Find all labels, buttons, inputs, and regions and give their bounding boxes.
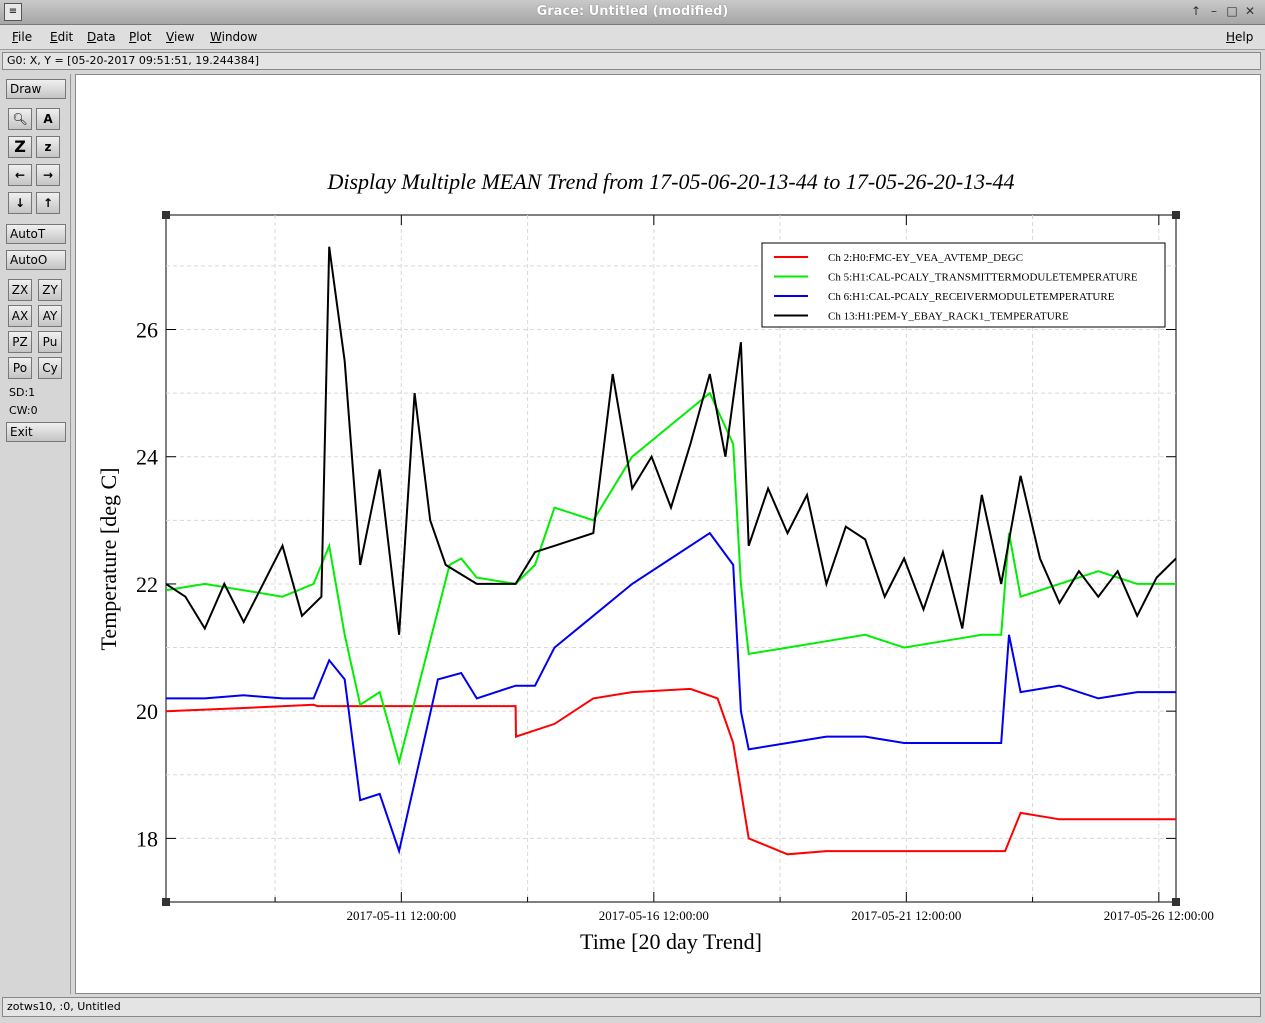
x-tick-label: 2017-05-16 12:00:00 xyxy=(599,908,709,923)
zoom-icon: 🔍︎ xyxy=(12,112,28,126)
down-arrow-icon: ↓ xyxy=(14,196,26,210)
zoom-out-icon: z xyxy=(44,140,52,154)
x-tick-label: 2017-05-21 12:00:00 xyxy=(851,908,961,923)
menu-plot[interactable]: Plot xyxy=(129,30,152,44)
zoom-out-button[interactable]: z xyxy=(36,136,60,158)
scroll-up-button[interactable]: ↑ xyxy=(36,192,60,214)
y-tick-label: 24 xyxy=(136,445,158,470)
y-tick-label: 18 xyxy=(136,826,158,851)
menubar: File Edit Data Plot View Window Help xyxy=(0,25,1265,50)
legend-label: Ch 6:H1:CAL-PCALY_RECEIVERMODULETEMPERAT… xyxy=(828,291,1115,303)
corner-handle xyxy=(1172,211,1180,219)
x-tick-label: 2017-05-11 12:00:00 xyxy=(347,908,457,923)
up-arrow-icon: ↑ xyxy=(42,196,54,210)
series-line-1 xyxy=(166,687,1176,856)
text-icon: A xyxy=(43,112,53,126)
zx-button[interactable]: ZX xyxy=(8,279,32,301)
graph-svg[interactable]: Display Multiple MEAN Trend from 17-05-0… xyxy=(76,75,1260,993)
zoom-button[interactable]: 🔍︎ xyxy=(8,108,32,130)
minimize-icon[interactable]: – xyxy=(1211,4,1217,18)
menu-file[interactable]: File xyxy=(12,30,33,44)
corner-handle xyxy=(1172,898,1180,906)
corner-handle xyxy=(162,898,170,906)
menu-edit[interactable]: Edit xyxy=(50,30,74,44)
series-line-4 xyxy=(166,246,1176,635)
exit-button[interactable]: Exit xyxy=(6,422,66,442)
zoom-in-button[interactable]: Z xyxy=(8,136,32,158)
drawing-canvas[interactable]: Display Multiple MEAN Trend from 17-05-0… xyxy=(75,74,1261,994)
y-tick-label: 26 xyxy=(136,318,158,343)
series-line-3 xyxy=(166,531,1176,855)
ay-button[interactable]: AY xyxy=(38,305,62,327)
pz-button[interactable]: PZ xyxy=(8,331,32,353)
scroll-left-button[interactable]: ← xyxy=(8,164,32,186)
menu-window[interactable]: Window xyxy=(210,30,258,44)
window-titlebar: ≡ Grace: Untitled (modified) ↑ – □ ✕ xyxy=(0,0,1265,25)
legend-label: Ch 2:H0:FMC-EY_VEA_AVTEMP_DEGC xyxy=(828,252,1023,264)
locator-bar: G0: X, Y = [05-20-2017 09:51:51, 19.2443… xyxy=(2,52,1261,70)
zoom-in-icon: Z xyxy=(14,137,26,156)
y-tick-label: 20 xyxy=(136,699,158,724)
sd-label: SD:1 xyxy=(9,386,36,399)
cy-button[interactable]: Cy xyxy=(38,357,62,379)
zy-button[interactable]: ZY xyxy=(38,279,62,301)
ax-button[interactable]: AX xyxy=(8,305,32,327)
autoo-button[interactable]: AutoO xyxy=(6,250,66,270)
pu-button[interactable]: Pu xyxy=(38,331,62,353)
scroll-down-button[interactable]: ↓ xyxy=(8,192,32,214)
menu-data[interactable]: Data xyxy=(87,30,116,44)
menu-view[interactable]: View xyxy=(166,30,195,44)
app-icon[interactable]: ≡ xyxy=(4,3,22,21)
y-tick-label: 22 xyxy=(136,572,158,597)
close-icon[interactable]: ✕ xyxy=(1244,4,1256,18)
y-axis-label: Temperature [deg C] xyxy=(96,468,121,651)
cw-label: CW:0 xyxy=(9,404,38,417)
right-arrow-icon: → xyxy=(42,168,54,182)
po-button[interactable]: Po xyxy=(8,357,32,379)
window-title: Grace: Untitled (modified) xyxy=(536,4,729,19)
x-axis-label: Time [20 day Trend] xyxy=(580,929,762,954)
draw-button[interactable]: Draw xyxy=(6,79,66,99)
tool-panel: Draw 🔍︎ A Z z ← → ↓ ↑ AutoT AutoO ZX ZY … xyxy=(2,74,71,994)
status-bar: zotws10, :0, Untitled xyxy=(2,997,1261,1017)
legend-box xyxy=(761,242,1166,328)
legend-label: Ch 5:H1:CAL-PCALY_TRANSMITTERMODULETEMPE… xyxy=(828,272,1138,284)
corner-handle xyxy=(162,211,170,219)
x-tick-label: 2017-05-26 12:00:00 xyxy=(1104,908,1214,923)
autot-button[interactable]: AutoT xyxy=(6,224,66,244)
plot-area[interactable]: 18 20 22 24 26 2017-05-11 12:00:00 2017-05-16 … xyxy=(136,211,1214,923)
scroll-right-button[interactable]: → xyxy=(36,164,60,186)
text-button[interactable]: A xyxy=(36,108,60,130)
left-arrow-icon: ← xyxy=(14,168,26,182)
legend-label: Ch 13:H1:PEM-Y_EBAY_RACK1_TEMPERATURE xyxy=(828,311,1069,323)
chart-title: Display Multiple MEAN Trend from 17-05-0… xyxy=(326,169,1014,194)
menu-help[interactable]: Help xyxy=(1226,30,1254,44)
series-line-2 xyxy=(166,391,1176,766)
shade-icon[interactable]: ↑ xyxy=(1190,4,1202,18)
maximize-icon[interactable]: □ xyxy=(1226,4,1238,18)
